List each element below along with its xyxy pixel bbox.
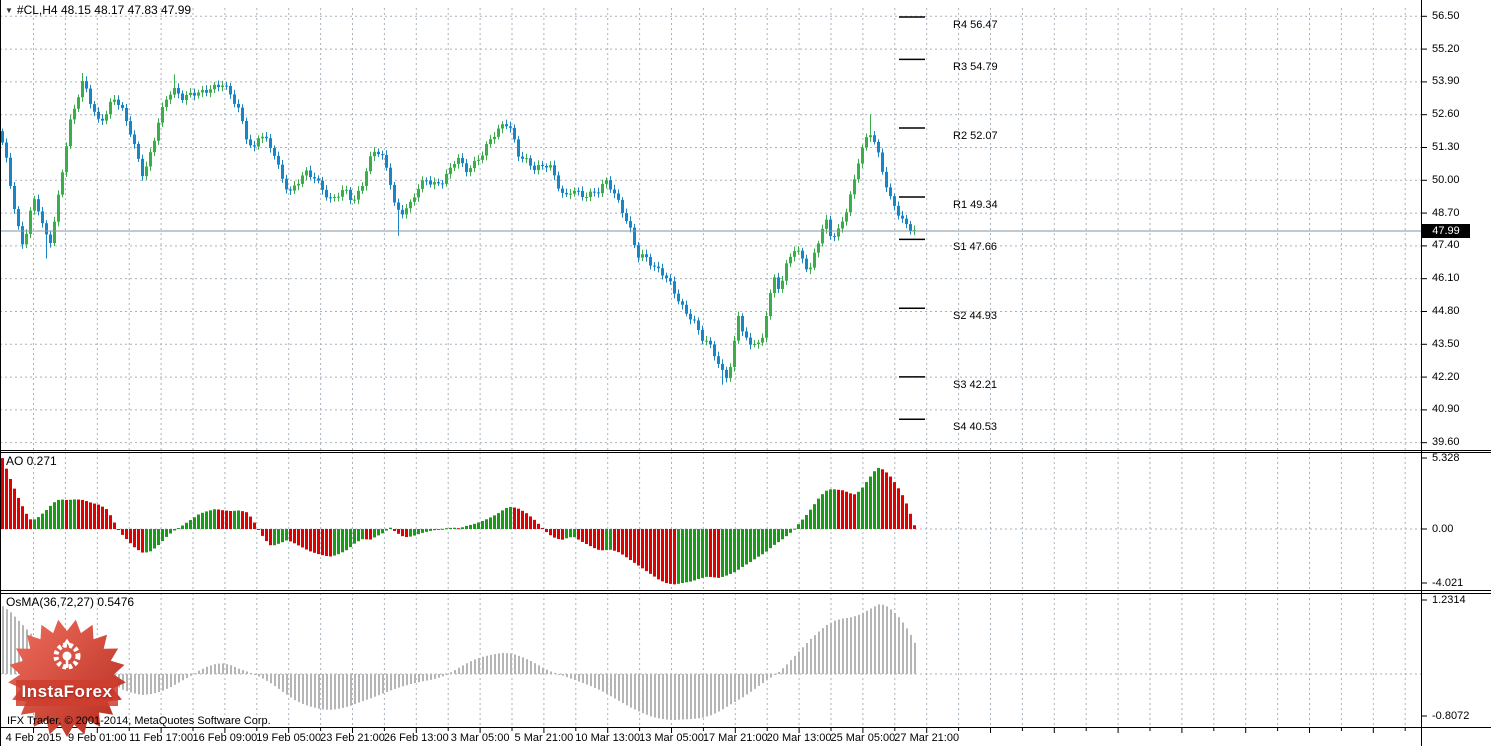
indicator-axis-label: 0.00 <box>1432 522 1454 535</box>
pivot-level-label: R3 54.79 <box>953 61 998 74</box>
indicator-axis-label: 1.2314 <box>1432 593 1466 606</box>
price-axis-label: 51.30 <box>1432 140 1460 153</box>
chart-title: ▼ #CL,H4 48.15 48.17 47.83 47.99 <box>5 3 191 17</box>
price-axis-label: 48.70 <box>1432 206 1460 219</box>
time-axis-label: 10 Mar 13:00 <box>575 732 641 744</box>
price-axis-label: 46.10 <box>1432 272 1460 285</box>
starburst-shape <box>8 619 126 737</box>
time-axis-label: 27 Mar 21:00 <box>894 732 960 744</box>
osma-indicator-panel[interactable] <box>0 593 1491 729</box>
price-axis-label: 43.50 <box>1432 337 1460 350</box>
time-axis-ticks <box>33 728 1406 733</box>
left-border <box>0 0 1 746</box>
indicator-axis-label: -4.021 <box>1432 576 1464 589</box>
pivot-level-label: S2 44.93 <box>953 310 998 323</box>
instaforex-logo: InstaForex <box>6 616 128 742</box>
time-axis-label: 20 Mar 13:00 <box>766 732 832 744</box>
price-axis-label: 53.90 <box>1432 75 1460 88</box>
price-axis-label: 56.50 <box>1432 9 1460 22</box>
price-axis-label: 40.90 <box>1432 403 1460 416</box>
separator-osma-top <box>0 593 1491 594</box>
chart-title-text: #CL,H4 48.15 48.17 47.83 47.99 <box>16 3 192 17</box>
time-axis-label: 13 Mar 05:00 <box>639 732 704 744</box>
time-axis-label: 23 Feb 21:00 <box>320 732 385 744</box>
indicator-axis-label: 5.328 <box>1432 451 1460 464</box>
indicator-axis-label: -0.8072 <box>1432 709 1470 722</box>
ao-indicator-panel[interactable] <box>0 452 1491 593</box>
logo-text: InstaForex <box>21 682 113 701</box>
price-axis-label: 55.20 <box>1432 42 1460 55</box>
ao-indicator-label: AO 0.271 <box>6 454 57 468</box>
price-axis-label: 39.60 <box>1432 436 1460 449</box>
time-axis-label: 3 Mar 05:00 <box>450 732 510 744</box>
price-axis-label: 44.80 <box>1432 304 1460 317</box>
separator-ao-bottom[interactable] <box>0 590 1491 591</box>
separator-time-axis <box>0 727 1491 728</box>
price-axis-label: 52.60 <box>1432 108 1460 121</box>
time-axis-label: 11 Feb 17:00 <box>129 732 194 744</box>
time-axis-label: 17 Mar 21:00 <box>702 732 768 744</box>
time-axis-label: 25 Mar 05:00 <box>830 732 896 744</box>
price-axis-label: 47.40 <box>1432 239 1460 252</box>
time-axis-label: 9 Feb 01:00 <box>67 732 127 744</box>
time-axis-label: 5 Mar 21:00 <box>514 732 574 744</box>
pivot-level-label: S1 47.66 <box>953 241 998 254</box>
time-axis-label: 19 Feb 05:00 <box>256 732 322 744</box>
logo-ribbon <box>16 680 118 706</box>
separator-main-bottom[interactable] <box>0 450 1491 451</box>
price-axis-border <box>1421 0 1422 746</box>
copyright-text: IFX Trader, © 2001-2014, MetaQuotes Soft… <box>7 715 271 727</box>
separator-ao-top <box>0 452 1491 453</box>
osma-indicator-label: OsMA(36,72,27) 0.5476 <box>6 595 135 609</box>
pivot-level-label: R2 52.07 <box>953 130 998 143</box>
price-axis-label: 50.00 <box>1432 173 1460 186</box>
pivot-level-label: R4 56.47 <box>953 19 998 32</box>
price-axis-label: 42.20 <box>1432 370 1460 383</box>
pivot-level-label: R1 49.34 <box>953 198 998 211</box>
pivot-level-label: S4 40.53 <box>953 421 998 434</box>
pivot-level-label: S3 42.21 <box>953 378 998 391</box>
gear-arrow-icon <box>53 638 81 670</box>
chevron-down-icon[interactable]: ▼ <box>5 6 13 15</box>
time-axis-label: 4 Feb 2015 <box>5 732 62 744</box>
main-price-chart[interactable] <box>0 0 1491 452</box>
current-price-tag: 47.99 <box>1422 224 1470 238</box>
time-axis-label: 26 Feb 13:00 <box>383 732 449 744</box>
time-axis-label: 16 Feb 09:00 <box>192 732 258 744</box>
